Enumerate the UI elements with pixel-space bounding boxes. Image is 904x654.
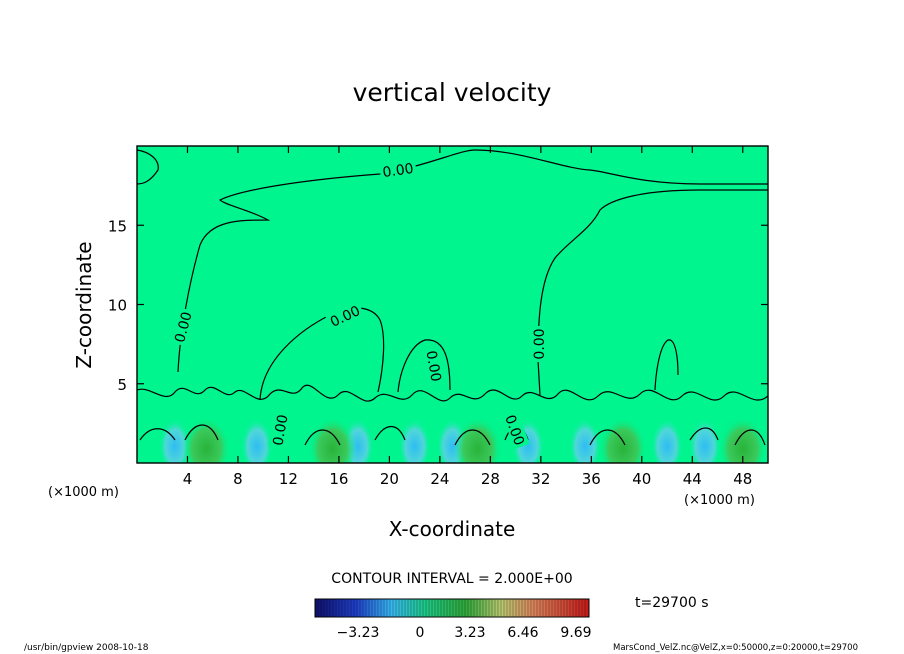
contour-label: 0.00: [270, 413, 291, 446]
y-axis: 5 10 15: [108, 217, 768, 394]
x-tick-label: 20: [380, 470, 399, 488]
colorbar-stripes: [317, 600, 586, 616]
contour-label: 0.00: [382, 161, 415, 181]
colorbar: [314, 598, 590, 618]
updraft-cell: [308, 410, 357, 463]
updraft-cell: [718, 410, 767, 463]
colorbar-tick-label: 0: [416, 625, 425, 641]
y-tick-label: 15: [108, 217, 127, 235]
contour-label: 0.00: [422, 349, 443, 382]
downdraft-cell: [688, 412, 721, 463]
contour-label-bg: [169, 307, 195, 347]
y-tick-label: 10: [108, 297, 127, 315]
colorbar-tick-label: −3.23: [337, 625, 380, 641]
x-unit-label: (×1000 m): [684, 493, 755, 508]
downdraft-cell: [651, 412, 684, 463]
time-label: t=29700 s: [635, 595, 709, 611]
colorbar-ticks: −3.23 0 3.23 6.46 9.69: [337, 625, 592, 641]
contour-line: [137, 384, 768, 402]
contour-line: [177, 149, 768, 373]
x-tick-label: 48: [733, 470, 752, 488]
contour-line: [397, 339, 451, 393]
y-tick-label: 5: [117, 376, 127, 394]
plot-area: 0.000.00 0.000.000.000.00 0.00: [137, 146, 768, 463]
updraft-cell: [453, 410, 502, 463]
updraft-cell: [598, 410, 647, 463]
y-unit-label: (×1000 m): [48, 485, 119, 500]
contour-label-bg: [378, 158, 417, 180]
x-tick-label: 40: [632, 470, 651, 488]
x-tick-label: 24: [430, 470, 449, 488]
contour-line: [537, 189, 768, 396]
x-tick-label: 32: [531, 470, 550, 488]
contour-label-bg: [530, 326, 546, 362]
footer-right: MarsCond_VelZ.nc@VelZ,x=0:50000,z=0:2000…: [613, 643, 858, 653]
contour-lines: [137, 149, 768, 446]
colorbar-tick-label: 9.69: [560, 625, 591, 641]
contour-interval-label: CONTOUR INTERVAL = 2.000E+00: [331, 571, 572, 587]
contour-label-bg: [502, 410, 530, 450]
downdraft-cell: [398, 412, 431, 463]
x-tick-label: 12: [279, 470, 298, 488]
contour-line: [137, 149, 159, 185]
contour-label-bg: [423, 346, 446, 385]
contour-label-bg: [268, 410, 291, 449]
x-tick-label: 16: [329, 470, 348, 488]
contour-label-bg: [324, 300, 365, 330]
x-tick-label: 28: [481, 470, 500, 488]
downdraft-cell: [240, 412, 273, 463]
x-axis: 4 8 12 16 20 24 28 32 36 40 44 48: [183, 146, 752, 488]
contour-label: 0.00: [532, 328, 548, 359]
field-blobs: [158, 410, 767, 463]
x-tick-label: 8: [233, 470, 243, 488]
field-background: [137, 146, 768, 463]
downdraft-cell: [569, 412, 602, 463]
x-tick-label: 44: [683, 470, 702, 488]
contour-label: 0.00: [172, 310, 196, 344]
updraft-cell: [182, 410, 231, 463]
x-tick-label: 36: [582, 470, 601, 488]
x-axis-title: X-coordinate: [389, 517, 516, 541]
chart-title: vertical velocity: [353, 78, 552, 107]
y-axis-title: Z-coordinate: [72, 241, 96, 368]
downdraft-cell: [158, 412, 191, 463]
colorbar-tick-label: 6.46: [507, 625, 538, 641]
x-tick-label: 4: [183, 470, 193, 488]
contour-line: [654, 339, 679, 391]
contour-labels: 0.000.00 0.000.000.000.00 0.00: [169, 158, 548, 450]
colorbar-tick-label: 3.23: [454, 625, 485, 641]
footer-left: /usr/bin/gpview 2008-10-18: [24, 643, 149, 653]
